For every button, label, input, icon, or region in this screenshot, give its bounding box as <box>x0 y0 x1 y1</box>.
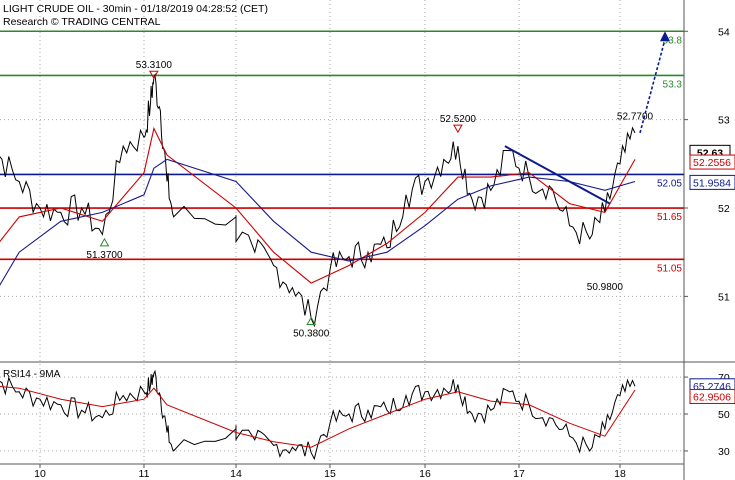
swing-high-marker <box>453 124 463 134</box>
price-tick-label: 54 <box>718 26 730 38</box>
price-badge-blue-label: 51.9584 <box>693 177 731 189</box>
x-tick-label: 17 <box>513 468 525 480</box>
level-label: 52.05 <box>657 178 682 189</box>
price-badge-red-box <box>689 154 735 170</box>
price-note-label: 52.7700 <box>617 112 654 123</box>
rsi-tick-label: 70 <box>718 372 730 384</box>
price-tick-label: 53 <box>718 115 730 127</box>
price-note-label: 50.9800 <box>587 282 624 293</box>
swing-low-marker <box>306 316 317 325</box>
chart-subtitle: Research © TRADING CENTRAL <box>3 16 161 28</box>
ma_slow-line <box>0 158 636 286</box>
axis-labels: 10 11 14 15 16 17 185152535430507052.6352.2556… <box>34 26 735 480</box>
rsi-series <box>0 369 636 461</box>
x-tick-label: 10 <box>34 468 46 480</box>
swing-high-label: 53.3100 <box>136 60 173 71</box>
swing-low-label: 51.3700 <box>86 250 123 261</box>
projection-line <box>639 39 666 134</box>
x-tick-label: 18 <box>614 468 626 480</box>
rsi_ma-line <box>0 385 636 448</box>
swing-high-marker <box>148 70 159 80</box>
x-tick-label: 15 <box>324 468 336 480</box>
rsi-tick-label: 30 <box>718 446 730 458</box>
projection-arrowhead <box>660 31 670 42</box>
rsi-badge-red-box <box>689 388 735 404</box>
swing-high-label: 52.5200 <box>440 114 477 125</box>
swing-low-marker <box>99 237 110 247</box>
x-tick-label: 11 <box>139 468 150 480</box>
level-label: 51.65 <box>657 212 682 223</box>
ma_fast-line <box>0 126 636 284</box>
price-badge-red-label: 52.2556 <box>693 157 731 169</box>
level-label: 53.3 <box>663 79 683 90</box>
chart-title: LIGHT CRUDE OIL - 30min - 01/18/2019 04:… <box>3 3 268 15</box>
rsi-badge-red-label: 62.9506 <box>693 391 731 403</box>
price-series <box>0 72 636 328</box>
rsi-tick-label: 50 <box>718 409 730 421</box>
rsi-title: RSI14 - 9MA <box>3 369 61 380</box>
swing-low-label: 50.3800 <box>293 328 330 339</box>
trend-line <box>504 145 611 205</box>
x-tick-label: 16 <box>419 468 431 480</box>
level-label: 53.8 <box>663 35 683 46</box>
price-tick-label: 52 <box>718 203 730 215</box>
price-tick-label: 51 <box>718 291 730 303</box>
level-label: 51.05 <box>657 263 682 274</box>
x-tick-label: 14 <box>230 468 242 480</box>
annotations: 53.3100 51.3700 50.3800 52.5200 52.7700 50.98… <box>86 31 670 339</box>
price-badge-blue-box <box>689 174 735 190</box>
